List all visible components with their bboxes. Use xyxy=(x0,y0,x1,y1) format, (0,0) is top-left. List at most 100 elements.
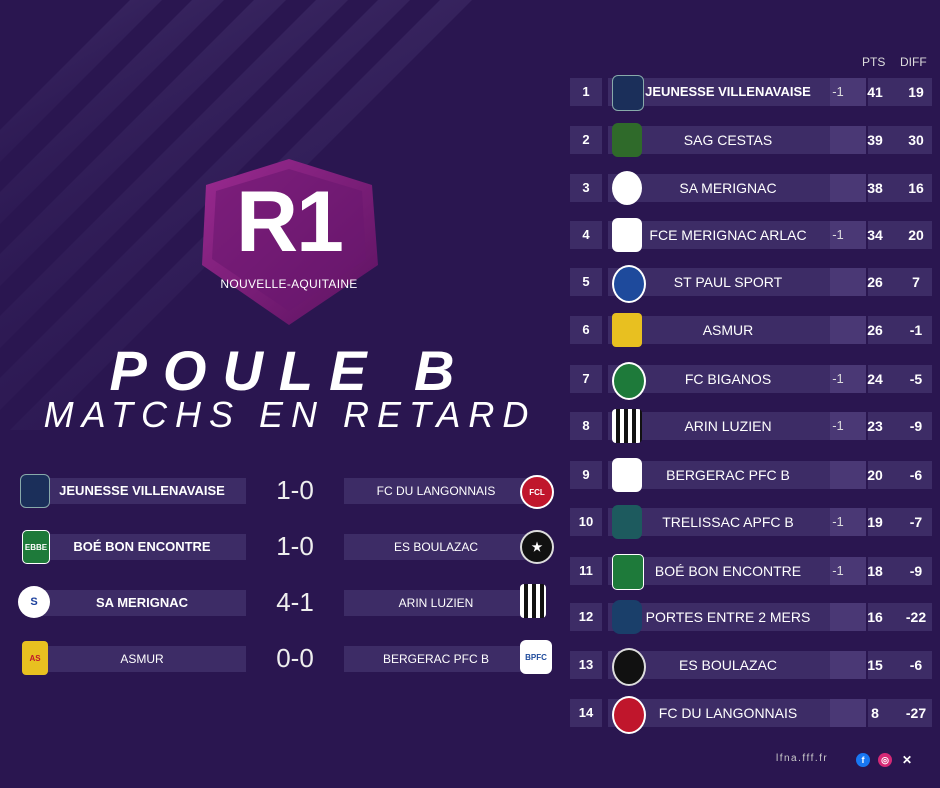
rank: 10 xyxy=(570,508,602,536)
team-bar xyxy=(608,126,866,154)
es-boulazac-crest-icon: ★ xyxy=(520,530,554,564)
diff-cell xyxy=(868,651,932,679)
pts-cell xyxy=(830,126,866,154)
away-team-name: ES BOULAZAC xyxy=(393,540,479,554)
points: 18 xyxy=(867,563,883,579)
pts-cell xyxy=(830,461,866,489)
team-name: JEUNESSE VILLENAVAISE xyxy=(645,84,811,99)
goal-difference: -9 xyxy=(909,418,923,434)
pts-cell xyxy=(830,221,866,249)
penalty: -1 xyxy=(832,514,844,529)
team-name: ASMUR xyxy=(702,322,754,338)
fc-du-langonnais-crest-icon: FCL xyxy=(520,475,554,509)
instagram-icon[interactable]: ◎ xyxy=(878,753,892,767)
sag-cestas-crest-icon xyxy=(612,123,642,157)
diff-cell xyxy=(868,174,932,202)
match-row: S SA MERIGNAC 4-1 ARIN LUZIEN xyxy=(18,582,558,622)
diff-cell xyxy=(868,78,932,106)
fce-merignac-arlac-crest-icon xyxy=(612,218,642,252)
facebook-icon[interactable]: f xyxy=(856,753,870,767)
diff-cell xyxy=(868,603,932,631)
diff-cell xyxy=(868,412,932,440)
penalty xyxy=(826,461,850,489)
diff-cell xyxy=(868,461,932,489)
trelissac-apfc-crest-icon xyxy=(612,505,642,539)
match-score: 0-0 xyxy=(276,643,314,673)
goal-difference: -6 xyxy=(909,657,923,673)
team-bar xyxy=(608,365,866,393)
penalty xyxy=(826,603,850,631)
points: 20 xyxy=(867,467,883,483)
points: 8 xyxy=(871,705,879,721)
boe-bon-encontre-crest-icon xyxy=(612,554,644,590)
diff-cell xyxy=(868,699,932,727)
boe-bon-encontre-crest-icon: EBBE xyxy=(22,530,50,564)
away-team-bar xyxy=(344,534,528,560)
penalty xyxy=(826,268,850,296)
rank: 3 xyxy=(570,174,602,202)
x-icon[interactable]: ✕ xyxy=(901,753,913,767)
arin-luzien-crest-icon xyxy=(520,584,546,618)
match-row: JEUNESSE VILLENAVAISE 1-0 FC DU LANGONNA… xyxy=(18,470,558,510)
points: 41 xyxy=(867,84,883,100)
goal-difference: 7 xyxy=(912,274,920,290)
home-team-bar xyxy=(38,534,246,560)
standings-row: 8 ARIN LUZIEN -1 23 -9 xyxy=(570,409,932,443)
jeunesse-villenavaise-crest-icon xyxy=(20,474,50,508)
rank: 14 xyxy=(570,699,602,727)
points: 16 xyxy=(867,609,883,625)
team-name: ES BOULAZAC xyxy=(678,657,778,673)
team-name: ST PAUL SPORT xyxy=(673,274,783,290)
rank: 6 xyxy=(570,316,602,344)
standings-row: 6 ASMUR 26 -1 xyxy=(570,313,932,347)
badge-region: NOUVELLE-AQUITAINE xyxy=(220,277,358,291)
pts-cell xyxy=(830,365,866,393)
team-name: FCE MERIGNAC ARLAC xyxy=(649,227,807,243)
standings-row: 14 FC DU LANGONNAIS 8 -27 xyxy=(570,696,932,734)
away-team-name: BERGERAC PFC B xyxy=(382,652,490,666)
goal-difference: 30 xyxy=(908,132,924,148)
pts-cell xyxy=(830,316,866,344)
standings-row: 1 JEUNESSE VILLENAVAISE -1 41 19 xyxy=(570,75,932,111)
pts-cell xyxy=(830,603,866,631)
rank: 8 xyxy=(570,412,602,440)
home-team-name: SA MERIGNAC xyxy=(96,595,188,610)
points: 39 xyxy=(867,132,883,148)
jeunesse-villenavaise-crest-icon xyxy=(612,75,644,111)
sa-merignac-crest-icon xyxy=(612,171,642,205)
team-bar xyxy=(608,174,866,202)
away-team-bar xyxy=(344,478,528,504)
pts-cell xyxy=(830,508,866,536)
goal-difference: 19 xyxy=(908,84,924,100)
team-bar xyxy=(608,557,866,585)
rank: 2 xyxy=(570,126,602,154)
team-name: SA MERIGNAC xyxy=(679,180,777,196)
points: 23 xyxy=(867,418,883,434)
penalty: -1 xyxy=(832,563,844,578)
penalty: -1 xyxy=(832,227,844,242)
match-score: 4-1 xyxy=(276,587,314,617)
diff-cell xyxy=(868,557,932,585)
penalty: -1 xyxy=(832,84,844,99)
team-bar xyxy=(608,412,866,440)
diff-cell xyxy=(868,126,932,154)
rank: 7 xyxy=(570,365,602,393)
team-name: SAG CESTAS xyxy=(683,132,773,148)
team-name: FC BIGANOS xyxy=(684,371,772,387)
match-score: 1-0 xyxy=(276,475,314,505)
standings-row: 11 BOÉ BON ENCONTRE -1 18 -9 xyxy=(570,554,932,590)
team-bar xyxy=(608,268,866,296)
goal-difference: -27 xyxy=(905,705,927,721)
home-team-name: ASMUR xyxy=(120,652,164,666)
points: 26 xyxy=(867,274,883,290)
away-team-bar xyxy=(344,646,528,672)
diff-header: DIFF xyxy=(900,55,927,69)
away-team-bar xyxy=(344,590,528,616)
team-bar xyxy=(608,461,866,489)
goal-difference: -7 xyxy=(909,514,923,530)
home-team-bar xyxy=(38,590,246,616)
home-team-bar xyxy=(38,478,246,504)
fc-du-langonnais-crest-icon xyxy=(612,696,646,734)
team-bar xyxy=(608,78,866,106)
penalty: -1 xyxy=(832,371,844,386)
